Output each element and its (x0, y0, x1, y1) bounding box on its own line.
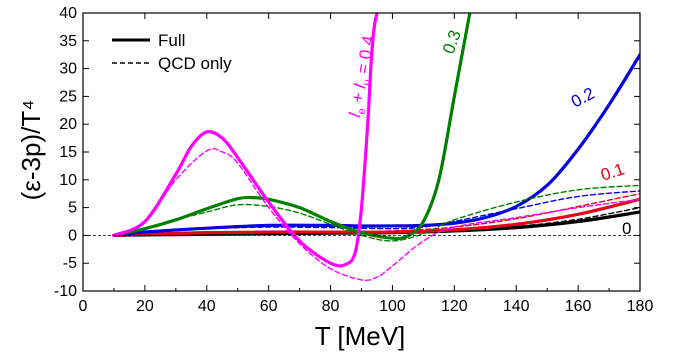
y-tick-label: 0 (68, 227, 77, 244)
y-tick-label: 40 (59, 5, 77, 22)
y-axis-title: (ε-3p)/T⁴ (16, 100, 46, 201)
series-line-8-full (112, 13, 379, 268)
series-line-9-qcd-only (113, 147, 640, 282)
x-tick-label: 60 (260, 298, 278, 315)
x-tick-label: 40 (198, 298, 216, 315)
x-tick-label: 80 (322, 298, 340, 315)
legend: Full QCD only (112, 31, 232, 73)
curve-label-0.2: 0.2 (568, 84, 598, 112)
y-tick-label: 15 (59, 144, 77, 161)
series-line-5-qcd-only (113, 190, 640, 237)
y-tick-label: 20 (59, 116, 77, 133)
y-tick-label: 10 (59, 172, 77, 189)
curve-label-0: 0 (622, 219, 631, 238)
x-tick-label: 140 (503, 298, 530, 315)
x-tick-label: 160 (565, 298, 592, 315)
x-tick-label: 0 (79, 298, 88, 315)
x-tick-label: 120 (441, 298, 468, 315)
y-tick-label: 25 (59, 88, 77, 105)
y-tick-label: 5 (68, 200, 77, 217)
curve-label-0.4: le + lμ = 0.4 (345, 34, 381, 119)
legend-full-label: Full (158, 31, 185, 50)
y-tick-label: -10 (54, 283, 77, 300)
x-axis-title: T [MeV] (315, 321, 406, 351)
y-tick-label: -5 (63, 255, 77, 272)
y-tick-label: 30 (59, 61, 77, 78)
x-tick-label: 100 (379, 298, 406, 315)
curve-label-0.1: 0.1 (598, 159, 626, 184)
series-line-4-full (112, 53, 640, 237)
y-tick-label: 35 (59, 33, 77, 50)
x-tick-label: 20 (136, 298, 154, 315)
series-line-6-full (112, 13, 472, 241)
legend-qcd-label: QCD only (158, 54, 232, 73)
series-line-7-qcd-only (113, 184, 640, 242)
series-layer (112, 13, 640, 282)
tick-layer: 0 20 40 60 80 100 120 140 160 180 -10 -5 0 5 10 15 20 25 3… (54, 5, 654, 315)
x-tick-label: 180 (627, 298, 654, 315)
